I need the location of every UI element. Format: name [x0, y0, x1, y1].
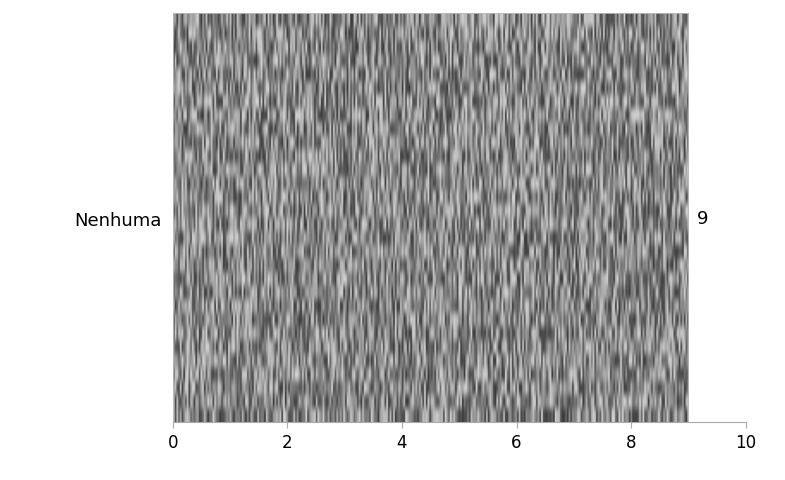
- Text: 9: 9: [697, 209, 709, 228]
